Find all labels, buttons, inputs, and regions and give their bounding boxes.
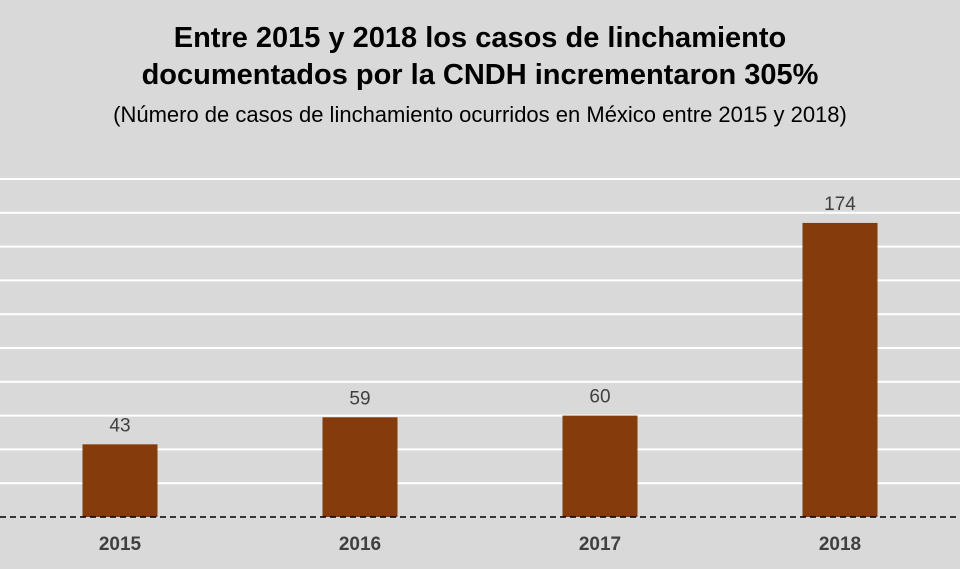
chart-title-line2: documentados por la CNDH incrementaron 3… [141,59,819,91]
chart-subtitle: (Número de casos de linchamiento ocurrid… [113,102,847,127]
chart-title-line1: Entre 2015 y 2018 los casos de linchamie… [173,22,787,54]
data-label-2016: 59 [349,388,370,409]
x-tick-label-2018: 2018 [819,534,861,555]
bar-2017 [562,415,638,517]
x-tick-label-2016: 2016 [339,534,381,555]
data-label-2017: 60 [589,387,610,408]
bar-2018 [802,222,878,517]
bar-2016 [322,417,398,517]
data-label-2015: 43 [109,415,130,436]
data-label-2018: 174 [824,194,856,215]
bar-2015 [82,444,158,517]
x-tick-label-2017: 2017 [579,534,621,555]
x-tick-label-2015: 2015 [99,534,142,555]
